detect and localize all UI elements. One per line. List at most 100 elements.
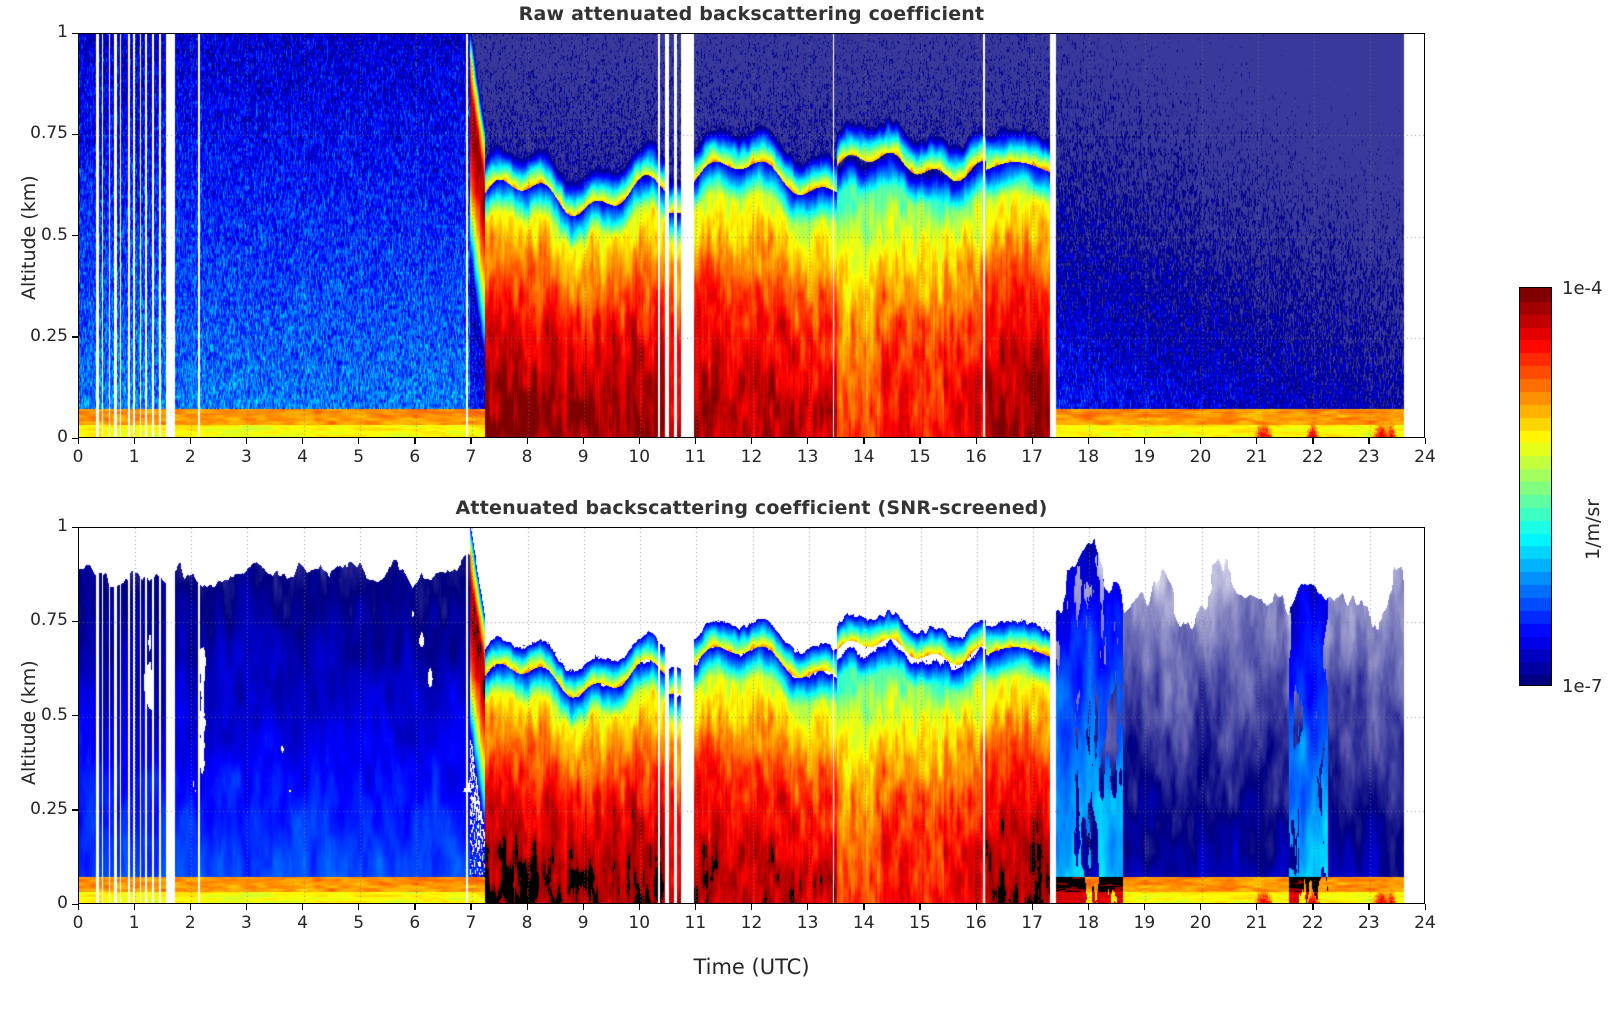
- x-tickmark-raw: [1200, 438, 1202, 444]
- x-tick-label-screened: 3: [240, 913, 252, 933]
- x-tickmark-screened: [638, 904, 641, 910]
- x-tick-label-screened: 19: [1133, 913, 1156, 933]
- x-tickmark-screened: [189, 904, 192, 910]
- x-tick-label-raw: 21: [1245, 447, 1268, 467]
- y-tickmark-screened: [72, 809, 78, 811]
- x-tick-label-raw: 2: [184, 447, 196, 467]
- x-tickmark-raw: [751, 438, 753, 444]
- x-tickmark-screened: [358, 904, 360, 910]
- panel-title-screened: Attenuated backscattering coefficient (S…: [455, 497, 1048, 519]
- colorbar-min-tick: 1e-7: [1562, 676, 1603, 697]
- x-tickmark-screened: [1200, 904, 1202, 910]
- colorbar-gradient: [1520, 288, 1551, 685]
- x-tickmark-screened: [1424, 904, 1426, 910]
- x-tickmark-screened: [582, 904, 584, 910]
- x-tick-label-raw: 5: [353, 447, 365, 467]
- x-tickmark-screened: [526, 904, 528, 910]
- y-tickmark-raw: [72, 336, 78, 338]
- x-tick-label-raw: 15: [909, 447, 931, 467]
- y-tick-label-screened: 1: [57, 516, 68, 536]
- x-tick-label-screened: 22: [1301, 913, 1324, 933]
- x-tick-label-screened: 13: [796, 913, 819, 933]
- x-tickmark-screened: [694, 904, 697, 910]
- x-tickmark-raw: [189, 438, 192, 444]
- x-tick-label-screened: 11: [684, 913, 707, 933]
- x-tickmark-raw: [807, 438, 809, 444]
- x-tickmark-raw: [1368, 438, 1370, 444]
- x-tick-label-raw: 4: [297, 447, 308, 467]
- x-tick-label-screened: 9: [577, 913, 589, 933]
- y-tick-label-raw: 1: [57, 22, 68, 42]
- x-tickmark-raw: [638, 438, 641, 444]
- x-tick-label-screened: 24: [1414, 913, 1436, 933]
- heatmap-image-screened: [79, 528, 1424, 903]
- x-tickmark-raw: [1087, 438, 1090, 444]
- y-tick-label-raw: 0.25: [30, 325, 68, 346]
- x-tickmark-raw: [245, 438, 248, 444]
- x-tick-label-screened: 5: [353, 913, 365, 933]
- x-tickmark-raw: [863, 438, 865, 444]
- x-tick-label-screened: 18: [1077, 913, 1100, 933]
- x-tick-label-screened: 7: [465, 913, 477, 933]
- x-tickmark-raw: [526, 438, 528, 444]
- heatmap-axes-screened: [78, 527, 1425, 904]
- x-tickmark-raw: [975, 438, 977, 444]
- colorbar-axis-label: 1/m/sr: [1582, 498, 1604, 560]
- x-tickmark-raw: [302, 438, 304, 444]
- x-tickmark-raw: [470, 438, 472, 444]
- x-tickmark-screened: [1143, 904, 1146, 910]
- y-tick-label-screened: 0: [57, 893, 68, 913]
- x-tickmark-raw: [1256, 438, 1258, 444]
- x-tickmark-screened: [751, 904, 753, 910]
- x-tickmark-screened: [919, 904, 921, 910]
- x-tick-label-screened: 8: [521, 913, 533, 933]
- heatmap-image-raw: [79, 34, 1424, 437]
- x-tickmark-raw: [414, 438, 416, 444]
- x-tick-label-raw: 11: [684, 447, 707, 467]
- x-tick-label-raw: 7: [465, 447, 477, 467]
- y-tickmark-raw: [72, 437, 78, 439]
- x-tickmark-raw: [1031, 438, 1033, 444]
- y-tick-label-raw: 0.5: [40, 224, 68, 245]
- x-tickmark-raw: [694, 438, 697, 444]
- x-tick-label-raw: 19: [1133, 447, 1156, 467]
- x-tick-label-screened: 2: [184, 913, 196, 933]
- y-tick-label-screened: 0.25: [30, 798, 68, 819]
- x-tick-label-raw: 12: [740, 447, 763, 467]
- x-tickmark-raw: [358, 438, 360, 444]
- y-tickmark-raw: [72, 32, 78, 34]
- x-tickmark-raw: [1143, 438, 1146, 444]
- x-tick-label-raw: 24: [1414, 447, 1436, 467]
- x-tickmark-screened: [807, 904, 809, 910]
- x-tick-label-screened: 17: [1021, 913, 1043, 933]
- x-tickmark-screened: [302, 904, 304, 910]
- x-tick-label-raw: 14: [852, 447, 875, 467]
- x-tick-label-screened: 4: [297, 913, 308, 933]
- x-tick-label-raw: 20: [1189, 447, 1212, 467]
- x-tick-label-raw: 17: [1021, 447, 1043, 467]
- x-tick-label-raw: 22: [1301, 447, 1324, 467]
- x-tick-label-screened: 10: [628, 913, 651, 933]
- x-tickmark-screened: [1368, 904, 1370, 910]
- x-tickmark-screened: [77, 904, 79, 910]
- x-tick-label-screened: 1: [128, 913, 140, 933]
- y-tickmark-screened: [72, 903, 78, 905]
- x-tick-label-screened: 23: [1358, 913, 1380, 933]
- x-tick-label-raw: 16: [965, 447, 987, 467]
- x-tickmark-screened: [975, 904, 977, 910]
- y-tickmark-raw: [72, 235, 78, 237]
- x-tickmark-screened: [245, 904, 248, 910]
- x-tick-label-raw: 0: [72, 447, 84, 467]
- y-tick-label-raw: 0: [57, 427, 68, 447]
- x-tick-label-raw: 3: [240, 447, 252, 467]
- x-tick-label-raw: 9: [577, 447, 589, 467]
- x-tickmark-raw: [919, 438, 921, 444]
- y-tick-label-raw: 0.75: [30, 123, 68, 144]
- x-tickmark-screened: [1312, 904, 1314, 910]
- heatmap-axes-raw: [78, 33, 1425, 438]
- y-tickmark-screened: [72, 715, 78, 717]
- x-tick-label-screened: 14: [852, 913, 875, 933]
- y-tick-label-screened: 0.75: [30, 610, 68, 631]
- x-tickmark-raw: [582, 438, 584, 444]
